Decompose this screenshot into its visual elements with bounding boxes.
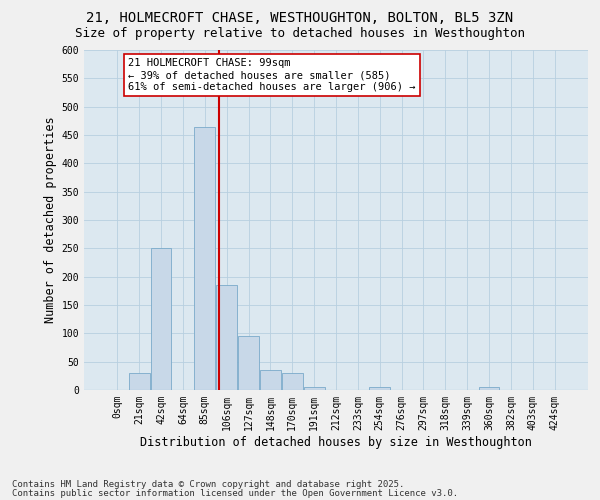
X-axis label: Distribution of detached houses by size in Westhoughton: Distribution of detached houses by size … xyxy=(140,436,532,448)
Text: 21 HOLMECROFT CHASE: 99sqm
← 39% of detached houses are smaller (585)
61% of sem: 21 HOLMECROFT CHASE: 99sqm ← 39% of deta… xyxy=(128,58,416,92)
Bar xyxy=(129,373,149,390)
Bar xyxy=(304,387,325,390)
Bar xyxy=(370,387,390,390)
Y-axis label: Number of detached properties: Number of detached properties xyxy=(44,116,58,324)
Bar xyxy=(282,373,302,390)
Text: 21, HOLMECROFT CHASE, WESTHOUGHTON, BOLTON, BL5 3ZN: 21, HOLMECROFT CHASE, WESTHOUGHTON, BOLT… xyxy=(86,11,514,25)
Bar xyxy=(238,336,259,390)
Bar xyxy=(260,370,281,390)
Text: Contains HM Land Registry data © Crown copyright and database right 2025.: Contains HM Land Registry data © Crown c… xyxy=(12,480,404,489)
Bar xyxy=(216,285,237,390)
Bar xyxy=(194,126,215,390)
Bar xyxy=(479,387,499,390)
Text: Contains public sector information licensed under the Open Government Licence v3: Contains public sector information licen… xyxy=(12,488,458,498)
Text: Size of property relative to detached houses in Westhoughton: Size of property relative to detached ho… xyxy=(75,27,525,40)
Bar xyxy=(151,248,172,390)
